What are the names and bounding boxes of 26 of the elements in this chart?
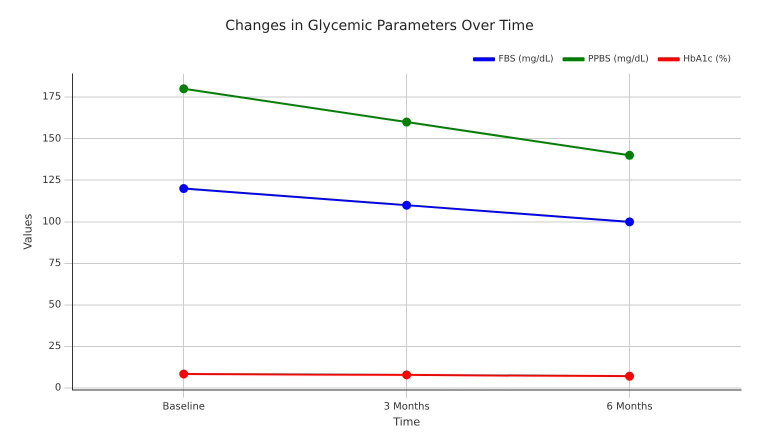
legend-label: FBS (mg/dL) <box>498 54 554 65</box>
x-tick-label: 6 Months <box>606 401 653 412</box>
y-tick-label: 150 <box>42 133 62 144</box>
point <box>625 372 634 381</box>
legend-label: PPBS (mg/dL) <box>588 54 649 65</box>
y-tick-label: 50 <box>48 300 62 311</box>
y-tick-label: 75 <box>48 258 62 269</box>
point <box>179 84 188 94</box>
y-tick-label: 175 <box>42 92 62 103</box>
y-axis-title: Values <box>21 214 34 250</box>
y-tick-label: 0 <box>54 382 62 394</box>
point <box>179 184 188 194</box>
point <box>402 370 412 380</box>
x-tick-label: Baseline <box>162 401 205 412</box>
point <box>402 118 412 127</box>
chart-title: Changes in Glycemic Parameters Over Time <box>225 18 534 34</box>
y-tick-label: 100 <box>42 216 62 228</box>
y-tick-label: 125 <box>42 174 62 186</box>
point <box>625 150 634 160</box>
x-tick-label: 3 Months <box>384 401 430 412</box>
x-axis-title: Time <box>392 415 420 428</box>
point <box>402 200 412 210</box>
y-tick-label: 25 <box>48 341 62 352</box>
point <box>179 370 188 378</box>
legend-label: HbA1c (%) <box>683 54 732 65</box>
point <box>625 217 634 226</box>
